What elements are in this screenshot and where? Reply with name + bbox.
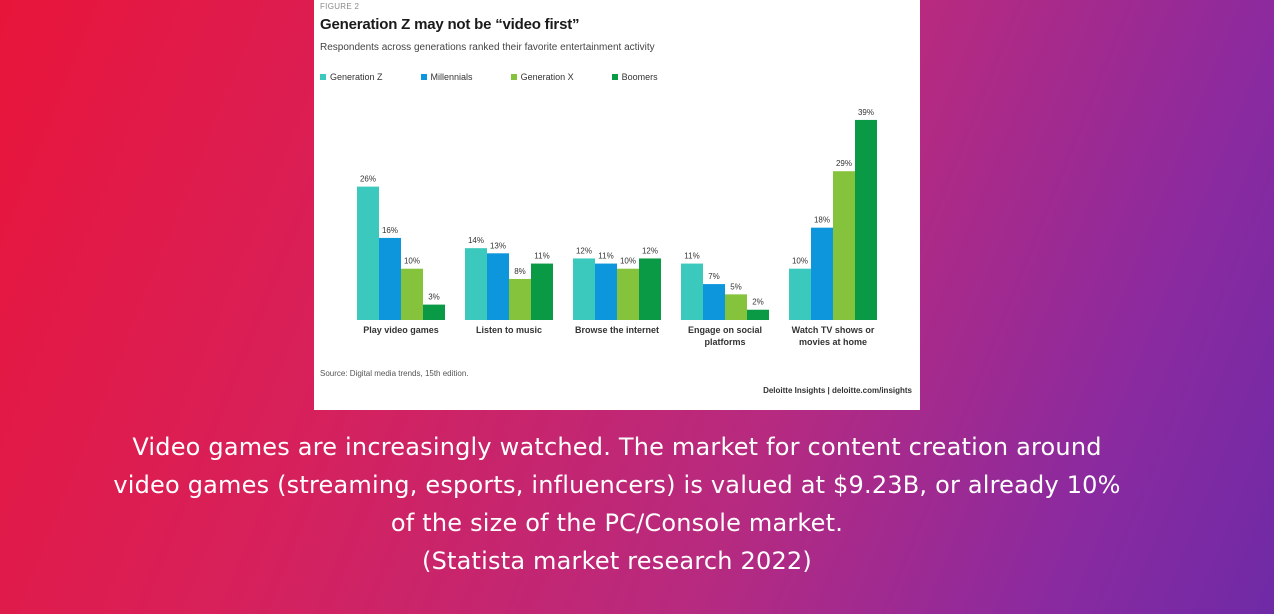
bar-watch-tv-shows-millennials — [811, 227, 833, 320]
data-label: 29% — [836, 159, 852, 168]
data-label: 12% — [642, 246, 658, 255]
legend-swatch — [320, 74, 326, 80]
legend-swatch — [510, 74, 517, 80]
data-label: 14% — [468, 236, 484, 245]
bar-watch-tv-shows-boomers — [855, 119, 877, 321]
chart-card: FIGURE 2 Generation Z may not be “video … — [314, 0, 920, 410]
data-label: 11% — [684, 252, 699, 261]
chart-source: Source: Digital media trends, 15th editi… — [320, 369, 469, 378]
category-label: movies at home — [799, 337, 867, 347]
chart-credit: Deloitte Insights | deloitte.com/insight… — [763, 386, 912, 395]
bar-play-video-games-boomers — [423, 304, 445, 320]
bar-play-video-games-millennials — [379, 237, 401, 320]
bar-browse-the-internet-boomers — [639, 258, 661, 320]
caption-line: Video games are increasingly watched. Th… — [132, 433, 1102, 461]
bar-play-video-games-generation-z — [357, 186, 379, 320]
legend-label: Millennials — [430, 72, 473, 82]
bar-play-video-games-generation-x — [401, 268, 423, 320]
data-label: 10% — [620, 257, 636, 266]
data-label: 12% — [576, 246, 592, 255]
bar-watch-tv-shows-generation-z — [789, 268, 811, 320]
bar-browse-the-internet-generation-x — [617, 268, 639, 320]
bar-watch-tv-shows-generation-x — [833, 171, 855, 320]
category-label: platforms — [704, 337, 745, 347]
legend-label: Generation Z — [330, 72, 383, 82]
bar-chart: 26% 16% 10% 3% Play video games 14% 13% 8% 11% Li… — [357, 108, 877, 347]
data-label: 11% — [598, 252, 613, 261]
data-label: 10% — [792, 257, 808, 266]
data-label: 26% — [360, 175, 376, 184]
bar-engage-on-social-platforms-generation-z — [681, 263, 703, 320]
bar-listen-to-music-boomers — [531, 263, 553, 320]
category-label: Browse the internet — [575, 325, 659, 335]
legend-swatch — [611, 74, 618, 80]
chart-subtitle: Respondents across generations ranked th… — [320, 42, 655, 53]
data-label: 2% — [752, 298, 764, 307]
data-label: 3% — [428, 293, 440, 302]
data-label: 7% — [708, 272, 720, 281]
category-label: Watch TV shows or — [792, 325, 875, 335]
bar-browse-the-internet-millennials — [595, 263, 617, 320]
chart-title: Generation Z may not be “video first” — [320, 16, 580, 33]
data-label: 39% — [858, 108, 874, 117]
bar-engage-on-social-platforms-generation-x — [725, 294, 747, 320]
chart-legend: Generation Z Millennials Generation X Bo… — [320, 72, 658, 82]
data-label: 13% — [490, 241, 506, 250]
data-label: 5% — [730, 282, 742, 291]
bar-browse-the-internet-generation-z — [573, 258, 595, 320]
caption: Video games are increasingly watched. Th… — [0, 428, 1234, 580]
legend-swatch — [420, 74, 427, 80]
bar-listen-to-music-generation-x — [509, 278, 531, 320]
category-label: Listen to music — [476, 325, 542, 335]
category-label: Engage on social — [688, 325, 762, 335]
figure-label: FIGURE 2 — [320, 2, 360, 11]
bar-engage-on-social-platforms-boomers — [747, 309, 769, 320]
data-label: 11% — [534, 252, 549, 261]
data-label: 10% — [404, 257, 420, 266]
caption-line: (Statista market research 2022) — [422, 547, 812, 575]
bar-engage-on-social-platforms-millennials — [703, 284, 725, 320]
caption-line: of the size of the PC/Console market. — [390, 509, 844, 537]
caption-line: video games (streaming, esports, influen… — [113, 471, 1121, 499]
category-label: Play video games — [363, 325, 439, 335]
data-label: 16% — [382, 226, 398, 235]
legend-item-generation-x: Generation X — [510, 72, 574, 82]
bar-listen-to-music-generation-z — [465, 248, 487, 320]
legend-item-generation-z: Generation Z — [320, 72, 383, 82]
legend-label: Generation X — [520, 72, 574, 82]
bar-listen-to-music-millennials — [487, 253, 509, 320]
data-label: 18% — [814, 216, 830, 225]
legend-item-millennials: Millennials — [420, 72, 473, 82]
legend-item-boomers: Boomers — [611, 72, 658, 82]
data-label: 8% — [514, 267, 526, 276]
legend-label: Boomers — [621, 72, 658, 82]
